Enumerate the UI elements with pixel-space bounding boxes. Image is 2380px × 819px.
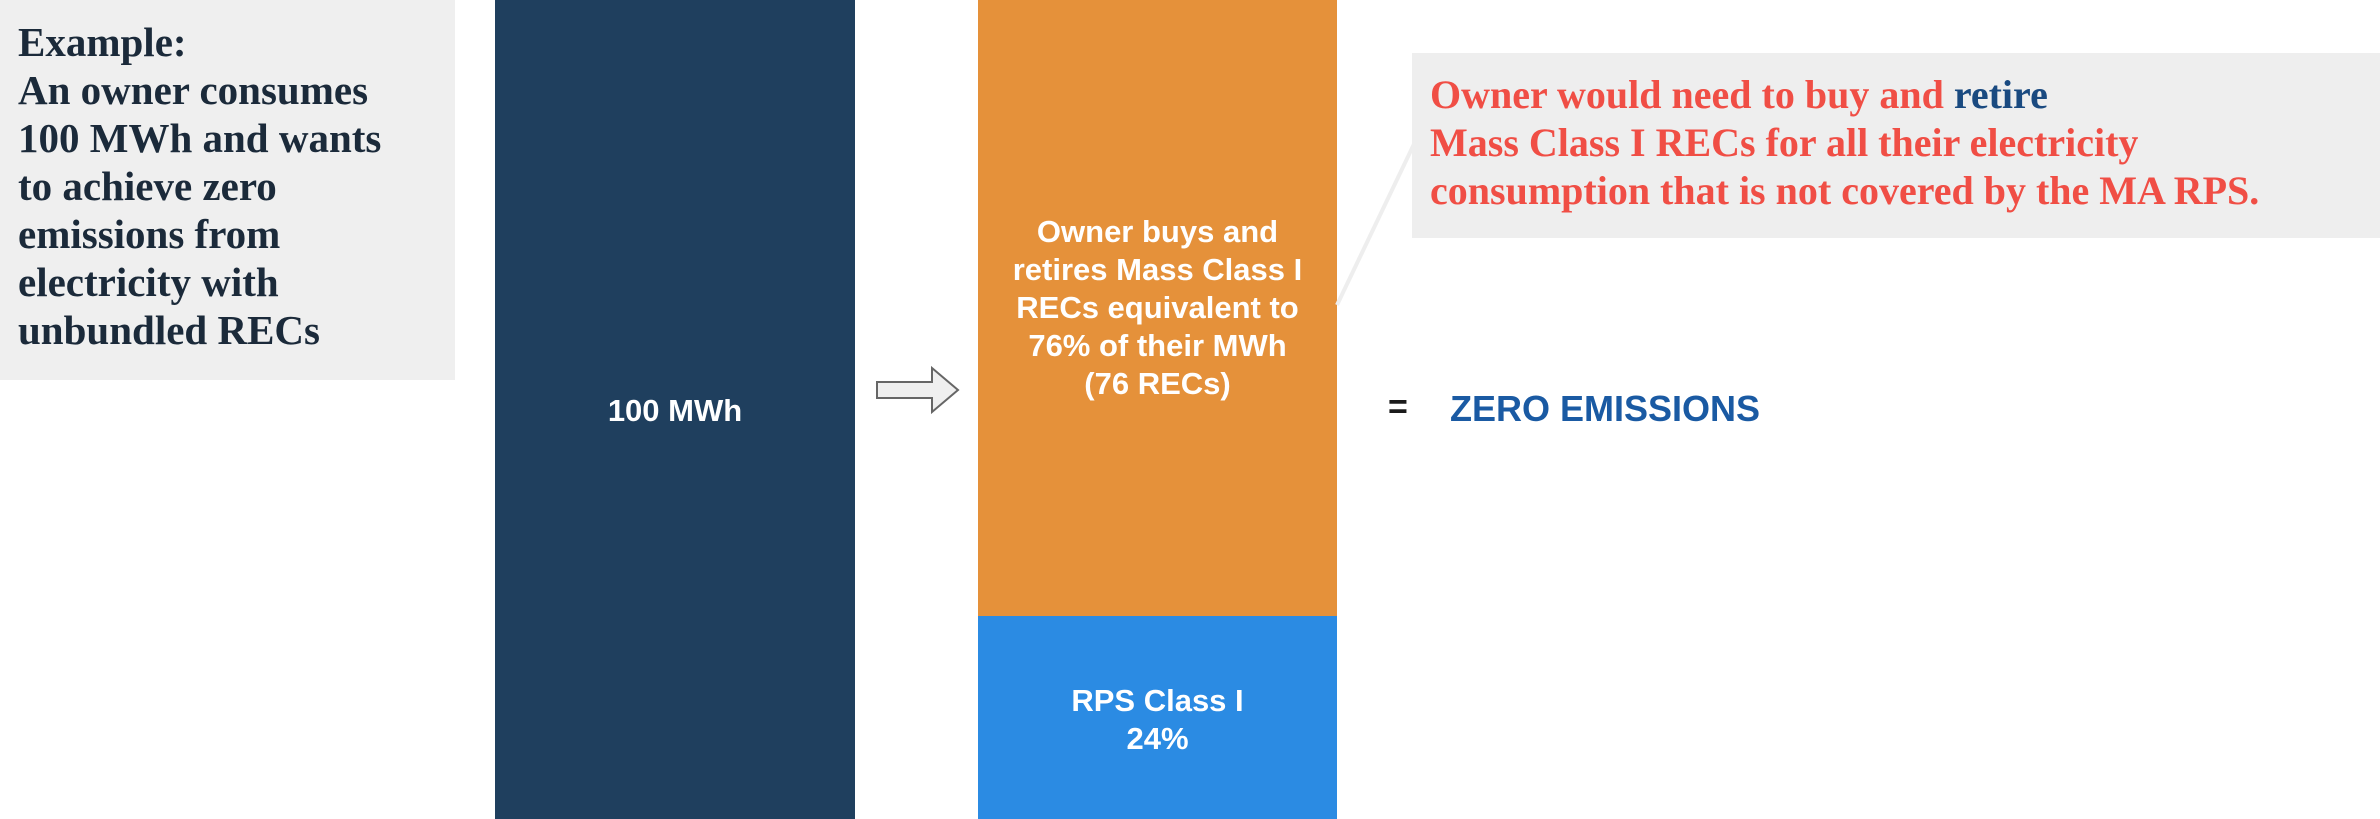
example-line: unbundled RECs: [18, 307, 320, 353]
example-line: An owner consumes: [18, 67, 369, 113]
segment-label: Owner buys and: [1036, 214, 1279, 249]
segment-label: RPS Class I: [1071, 683, 1244, 718]
callout-text: Mass Class I RECs for all their electric…: [1430, 120, 2139, 165]
segment-label: 76% of their MWh: [1028, 328, 1287, 363]
example-line: 100 MWh and wants: [18, 115, 382, 161]
segment-label: retires Mass Class I: [1012, 252, 1303, 287]
example-box: Example: An owner consumes 100 MWh and wa…: [0, 0, 455, 380]
example-line: to achieve zero: [18, 163, 277, 209]
segment-label: RECs equivalent to: [1016, 290, 1299, 325]
callout-text: retire: [1953, 72, 2048, 117]
callout-line: Owner would need to buy and retire: [1430, 71, 2380, 119]
callout-box: Owner would need to buy and retire Mass C…: [1412, 53, 2380, 238]
example-line: emissions from: [18, 211, 281, 257]
consumption-bar: 100 MWh: [495, 0, 855, 819]
arrow: [876, 365, 960, 415]
callout-text: Owner would need to buy and: [1430, 72, 1954, 117]
consumption-label: 100 MWh: [607, 393, 743, 428]
segment-label: 24%: [1126, 721, 1189, 756]
example-title: Example:: [18, 19, 187, 65]
callout-line: consumption that is not covered by the M…: [1430, 167, 2380, 215]
rec-segment: Owner buys and retires Mass Class I RECs e…: [978, 0, 1337, 616]
callout-text: consumption that is not covered by the M…: [1430, 168, 2260, 213]
result-text: ZERO EMISSIONS: [1450, 388, 1761, 429]
callout-line: Mass Class I RECs for all their electric…: [1430, 119, 2380, 167]
arrow-shape: [876, 365, 960, 415]
example-line: electricity with: [18, 259, 279, 305]
connector-line: [1335, 141, 1417, 306]
rps-segment: RPS Class I 24%: [978, 616, 1337, 819]
segment-label: (76 RECs): [1084, 366, 1231, 401]
callout-connector: [1335, 141, 1417, 306]
equals-sign: =: [1388, 388, 1408, 426]
